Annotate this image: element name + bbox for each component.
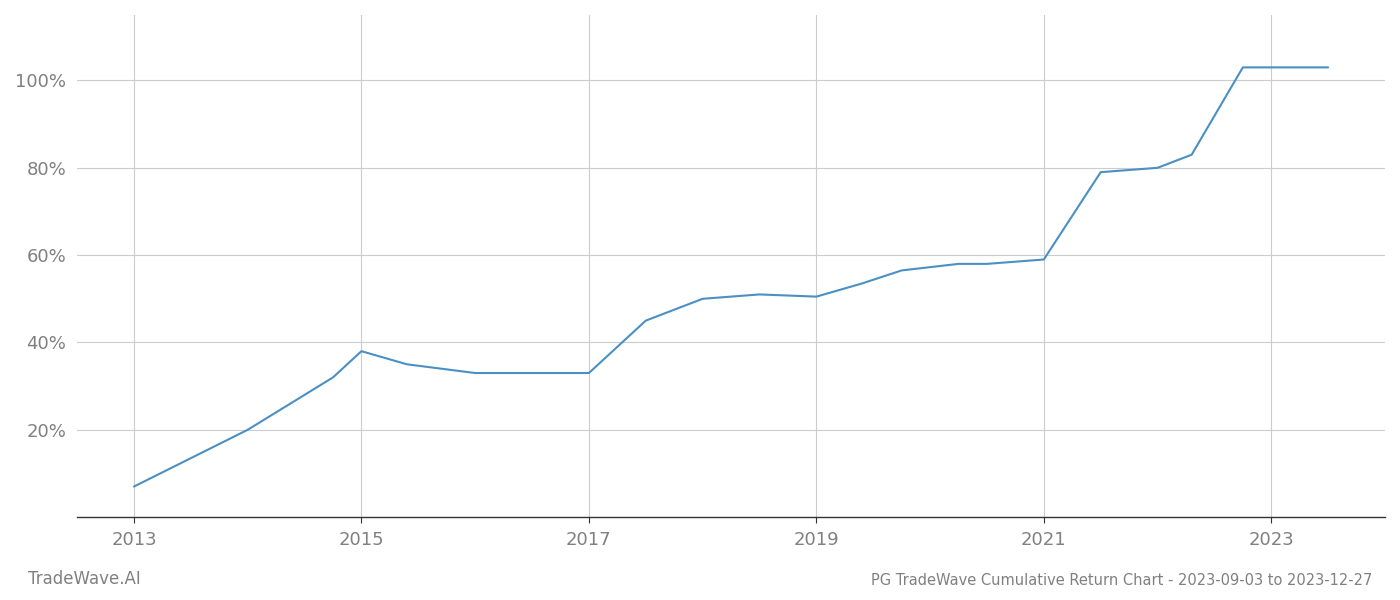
Text: PG TradeWave Cumulative Return Chart - 2023-09-03 to 2023-12-27: PG TradeWave Cumulative Return Chart - 2… bbox=[871, 573, 1372, 588]
Text: TradeWave.AI: TradeWave.AI bbox=[28, 570, 141, 588]
